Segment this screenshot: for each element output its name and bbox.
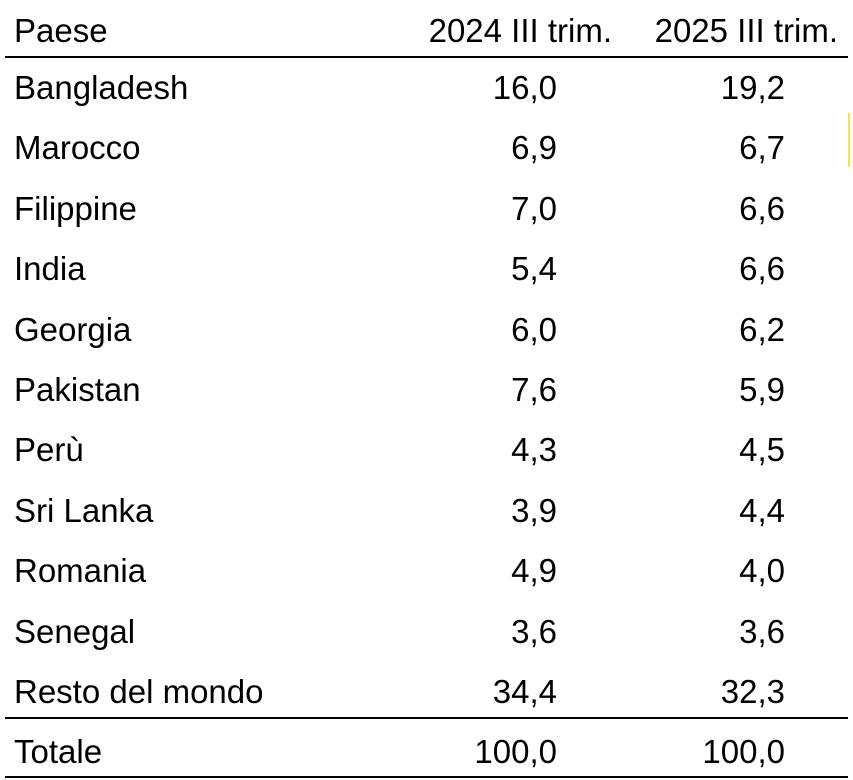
country-cell: Pakistan — [14, 371, 141, 408]
value-cell: 6,9 — [511, 129, 557, 167]
value-cell: 4,0 — [739, 552, 785, 590]
column-header: 2025 III trim. — [654, 12, 838, 49]
value-cell: 7,0 — [511, 189, 557, 227]
total-rule — [5, 717, 848, 719]
value-cell: 4,3 — [511, 431, 557, 469]
value-cell: 4,5 — [739, 431, 785, 469]
country-cell: Senegal — [14, 612, 136, 650]
country-cell: Bangladesh — [14, 69, 189, 106]
country-cell: India — [14, 250, 86, 288]
value-cell: 5,4 — [511, 250, 557, 288]
value-cell: 19,2 — [720, 69, 785, 106]
column-header: Paese — [14, 12, 108, 49]
value-cell: 6,0 — [511, 310, 557, 348]
country-cell: Sri Lanka — [14, 491, 154, 529]
country-cell: Resto del mondo — [14, 673, 264, 710]
total-value: 100,0 — [474, 733, 557, 770]
value-cell: 3,6 — [511, 612, 557, 650]
total-label: Totale — [14, 733, 103, 770]
highlight-mark — [848, 113, 850, 167]
bottom-rule — [5, 776, 848, 778]
value-cell: 6,6 — [739, 189, 785, 227]
country-cell: Romania — [14, 552, 147, 590]
value-cell: 34,4 — [492, 673, 557, 710]
header-rule — [5, 56, 848, 58]
value-cell: 7,6 — [511, 371, 557, 408]
country-cell: Marocco — [14, 129, 141, 167]
value-cell: 6,7 — [739, 129, 785, 167]
value-cell: 16,0 — [492, 69, 557, 106]
value-cell: 5,9 — [739, 371, 785, 408]
country-cell: Perù — [14, 431, 84, 469]
value-cell: 32,3 — [720, 673, 785, 710]
country-cell: Georgia — [14, 310, 132, 348]
column-header: 2024 III trim. — [428, 12, 612, 49]
value-cell: 6,6 — [739, 250, 785, 288]
value-cell: 4,4 — [739, 491, 785, 529]
total-value: 100,0 — [702, 733, 785, 770]
value-cell: 6,2 — [739, 310, 785, 348]
country-cell: Filippine — [14, 189, 137, 227]
value-cell: 3,6 — [739, 612, 785, 650]
value-cell: 3,9 — [511, 491, 557, 529]
value-cell: 4,9 — [511, 552, 557, 590]
